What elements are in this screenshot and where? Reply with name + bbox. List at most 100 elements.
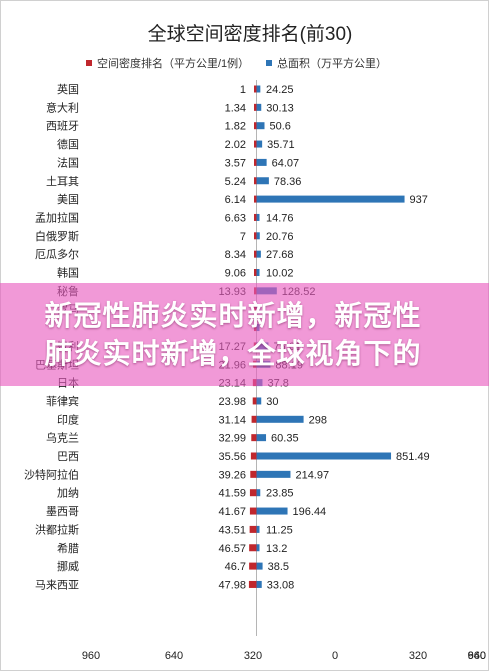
- area-value-label: 50.6: [269, 121, 290, 133]
- density-value-label: 46.7: [225, 561, 246, 573]
- area-bar: [256, 103, 262, 111]
- area-bar: [256, 397, 262, 405]
- density-value-label: 8.34: [225, 249, 246, 261]
- area-value-label: 30.13: [266, 102, 294, 114]
- density-value-label: 46.57: [218, 543, 246, 555]
- area-value-label: 78.36: [274, 176, 302, 188]
- area-bar: [256, 177, 269, 185]
- density-bar: [254, 213, 257, 221]
- legend-label-area: 总面积（万平方公里）: [277, 56, 387, 70]
- category-label: 厄瓜多尔: [35, 247, 79, 261]
- overlay-banner-text: 新冠性肺炎实时新增，新冠性肺炎实时新增，全球视角下的: [44, 298, 422, 370]
- area-value-label: 298: [309, 414, 327, 426]
- density-bar: [254, 122, 257, 130]
- area-bar: [256, 250, 261, 258]
- density-bar: [254, 269, 257, 276]
- density-value-label: 2.02: [225, 139, 246, 151]
- area-bar: [256, 85, 261, 93]
- density-value-label: 7: [240, 231, 246, 243]
- density-bar: [248, 580, 257, 588]
- density-bar: [249, 489, 257, 497]
- density-value-label: 32.99: [218, 433, 246, 445]
- density-bar: [250, 452, 257, 460]
- density-bar: [254, 140, 257, 148]
- area-value-label: 38.5: [268, 561, 289, 573]
- area-bar: [256, 158, 267, 166]
- category-label: 巴西: [57, 451, 79, 463]
- category-label: 美国: [57, 193, 79, 206]
- density-value-label: 1.34: [225, 102, 246, 114]
- density-bar: [249, 507, 257, 515]
- legend-label-density: 空间密度排名（平方公里/1例）: [97, 56, 249, 70]
- x-tick-label: 320: [409, 650, 427, 662]
- category-label: 德国: [57, 137, 79, 151]
- area-value-label: 27.68: [266, 249, 294, 261]
- category-label: 沙特阿拉伯: [24, 467, 79, 481]
- chart-title: 全球空间密度排名(前30): [148, 23, 353, 45]
- category-label: 印度: [57, 412, 79, 426]
- category-label: 韩国: [57, 266, 79, 280]
- density-value-label: 41.59: [218, 488, 246, 500]
- area-value-label: 937: [410, 194, 428, 206]
- area-bar: [256, 232, 260, 240]
- area-value-label: 24.25: [266, 84, 294, 96]
- density-bar: [254, 103, 257, 111]
- x-tick-label: 640: [165, 650, 183, 662]
- area-bar: [256, 195, 405, 203]
- x-tick-label: 0: [332, 650, 338, 662]
- category-label: 挪威: [57, 559, 79, 573]
- density-value-label: 1.82: [225, 121, 246, 133]
- density-value-label: 35.56: [218, 451, 246, 463]
- category-label: 菲律宾: [46, 394, 79, 408]
- area-value-label: 60.35: [271, 433, 299, 445]
- area-value-label: 196.44: [293, 506, 327, 518]
- overlay-banner: 新冠性肺炎实时新增，新冠性肺炎实时新增，全球视角下的: [0, 283, 489, 386]
- category-label: 白俄罗斯: [35, 229, 79, 243]
- density-value-label: 9.06: [225, 268, 246, 280]
- area-bar: [256, 434, 267, 442]
- legend-swatch-density: [86, 60, 92, 66]
- area-bar: [256, 544, 260, 552]
- area-value-label: 35.71: [267, 139, 295, 151]
- density-value-label: 3.57: [225, 157, 246, 169]
- x-tick-label: 960: [468, 650, 486, 662]
- area-bar: [256, 140, 263, 148]
- x-tick-label: 640: [468, 650, 486, 662]
- category-label: 土耳其: [46, 175, 79, 188]
- area-value-label: 851.49: [396, 451, 430, 463]
- area-bar: [256, 213, 260, 221]
- density-bar: [249, 525, 257, 533]
- area-value-label: 11.25: [266, 524, 293, 536]
- area-value-label: 10.02: [266, 268, 294, 280]
- area-value-label: 33.08: [267, 579, 295, 591]
- area-bar: [256, 489, 261, 497]
- density-bar: [252, 397, 257, 405]
- density-bar: [250, 470, 257, 478]
- x-tick-label: 320: [244, 650, 262, 662]
- density-bar: [254, 177, 257, 185]
- legend-swatch-area: [266, 60, 272, 66]
- area-bar: [256, 452, 392, 460]
- area-bar: [256, 507, 288, 515]
- density-bar: [254, 195, 257, 203]
- category-label: 孟加拉国: [35, 210, 79, 224]
- density-bar: [254, 250, 257, 258]
- area-bar: [256, 580, 262, 588]
- category-label: 意大利: [46, 100, 79, 114]
- category-label: 西班牙: [46, 120, 79, 133]
- density-bar: [251, 415, 257, 423]
- category-label: 英国: [57, 82, 79, 96]
- area-value-label: 64.07: [272, 157, 300, 169]
- density-value-label: 41.67: [218, 506, 246, 518]
- category-label: 马来西亚: [35, 578, 79, 591]
- density-value-label: 1: [240, 84, 246, 96]
- x-tick-label: 960: [82, 650, 100, 662]
- category-label: 墨西哥: [46, 505, 79, 518]
- density-bar: [254, 158, 257, 166]
- category-label: 法国: [57, 155, 79, 169]
- area-value-label: 30: [266, 396, 278, 408]
- area-bar: [256, 269, 260, 276]
- area-value-label: 13.2: [266, 543, 287, 555]
- area-bar: [256, 525, 260, 533]
